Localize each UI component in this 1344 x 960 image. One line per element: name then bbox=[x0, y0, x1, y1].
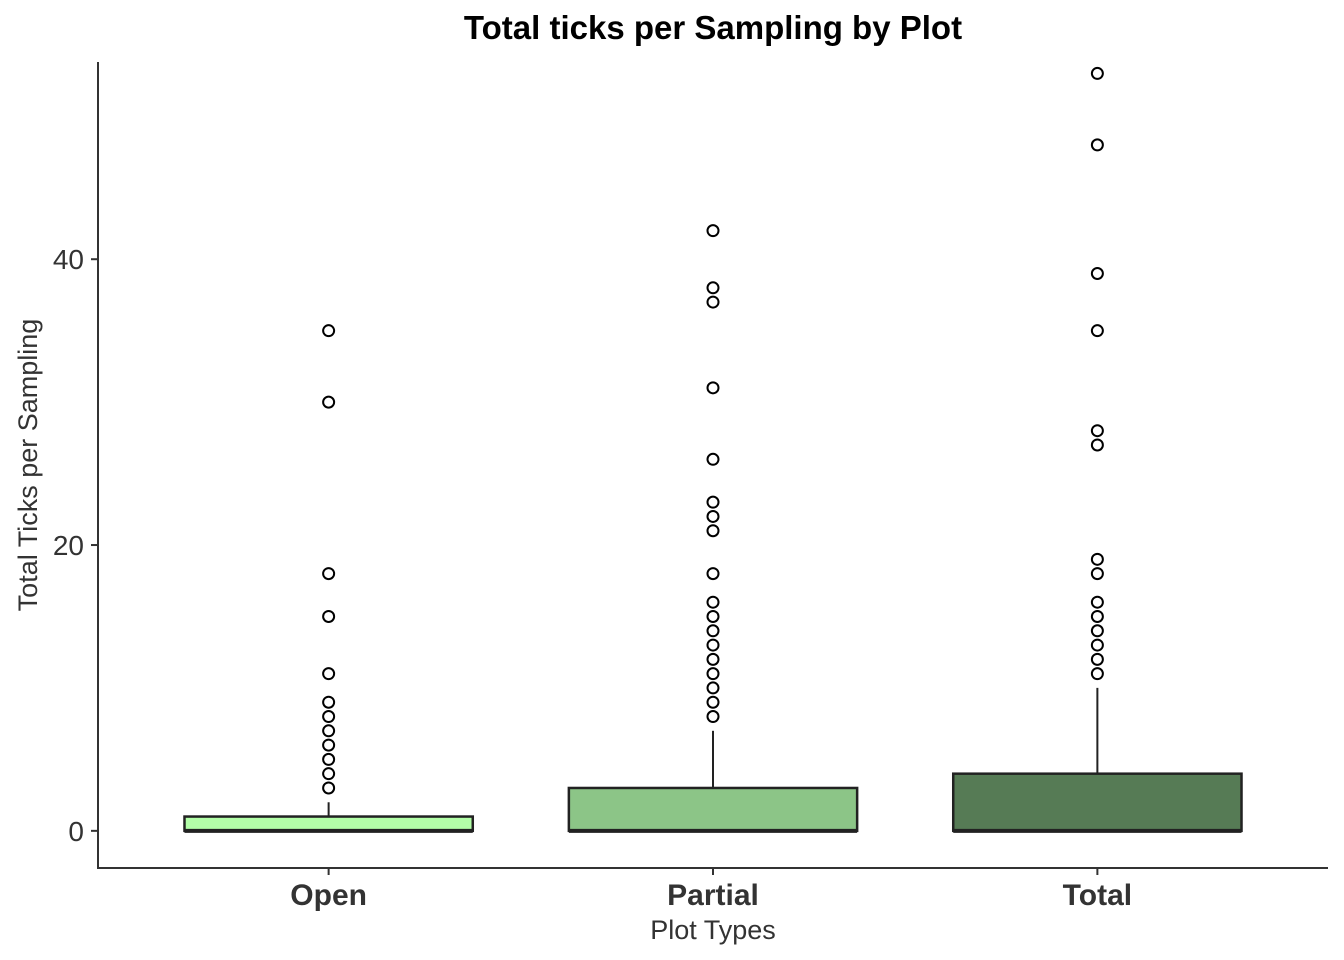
outlier-point bbox=[1090, 267, 1104, 281]
box-body bbox=[951, 772, 1243, 833]
outlier-point bbox=[706, 295, 720, 309]
outlier-point bbox=[1090, 638, 1104, 652]
outlier-point bbox=[706, 381, 720, 395]
outlier-point bbox=[706, 595, 720, 609]
outlier-point bbox=[706, 452, 720, 466]
outlier-point bbox=[706, 681, 720, 695]
outlier-point bbox=[322, 738, 336, 752]
outlier-point bbox=[1090, 667, 1104, 681]
outlier-point bbox=[1090, 624, 1104, 638]
outlier-point bbox=[706, 638, 720, 652]
outlier-point bbox=[322, 567, 336, 581]
x-axis-title: Plot Types bbox=[650, 915, 776, 945]
outlier-point bbox=[322, 609, 336, 623]
y-tick-label: 40 bbox=[53, 244, 84, 275]
outlier-point bbox=[1090, 424, 1104, 438]
outlier-point bbox=[322, 752, 336, 766]
outlier-point bbox=[706, 567, 720, 581]
plot-area bbox=[183, 66, 1243, 833]
outlier-point bbox=[322, 324, 336, 338]
outlier-point bbox=[322, 724, 336, 738]
y-axis-title: Total Ticks per Sampling bbox=[13, 319, 43, 612]
outlier-point bbox=[1090, 138, 1104, 152]
box-group-total bbox=[951, 66, 1243, 833]
outlier-point bbox=[322, 695, 336, 709]
outlier-point bbox=[1090, 567, 1104, 581]
box-body bbox=[567, 786, 859, 833]
outlier-point bbox=[1090, 438, 1104, 452]
outlier-point bbox=[322, 667, 336, 681]
outlier-point bbox=[706, 667, 720, 681]
y-tick-label: 0 bbox=[68, 816, 84, 847]
axes: 0 20 40 Open Partial Total bbox=[53, 62, 1328, 912]
outlier-point bbox=[706, 695, 720, 709]
box-group-open bbox=[183, 324, 475, 833]
outlier-point bbox=[706, 624, 720, 638]
outlier-point bbox=[322, 710, 336, 724]
outlier-point bbox=[1090, 66, 1104, 80]
outlier-point bbox=[1090, 595, 1104, 609]
outlier-point bbox=[1090, 552, 1104, 566]
outlier-point bbox=[706, 224, 720, 238]
outlier-point bbox=[706, 609, 720, 623]
outlier-point bbox=[322, 395, 336, 409]
outlier-point bbox=[1090, 609, 1104, 623]
outlier-point bbox=[1090, 652, 1104, 666]
outlier-point bbox=[1090, 324, 1104, 338]
box-group-partial bbox=[567, 224, 859, 833]
x-tick-label: Partial bbox=[667, 879, 759, 912]
chart-title: Total ticks per Sampling by Plot bbox=[464, 9, 962, 46]
x-tick-label: Total bbox=[1063, 879, 1132, 912]
outlier-point bbox=[322, 767, 336, 781]
outlier-point bbox=[322, 781, 336, 795]
outlier-point bbox=[706, 495, 720, 509]
x-tick-label: Open bbox=[290, 879, 367, 912]
outlier-point bbox=[706, 524, 720, 538]
outlier-point bbox=[706, 509, 720, 523]
box-body bbox=[183, 815, 475, 833]
outlier-point bbox=[706, 652, 720, 666]
outlier-point bbox=[706, 281, 720, 295]
outlier-point bbox=[706, 710, 720, 724]
y-tick-label: 20 bbox=[53, 530, 84, 561]
